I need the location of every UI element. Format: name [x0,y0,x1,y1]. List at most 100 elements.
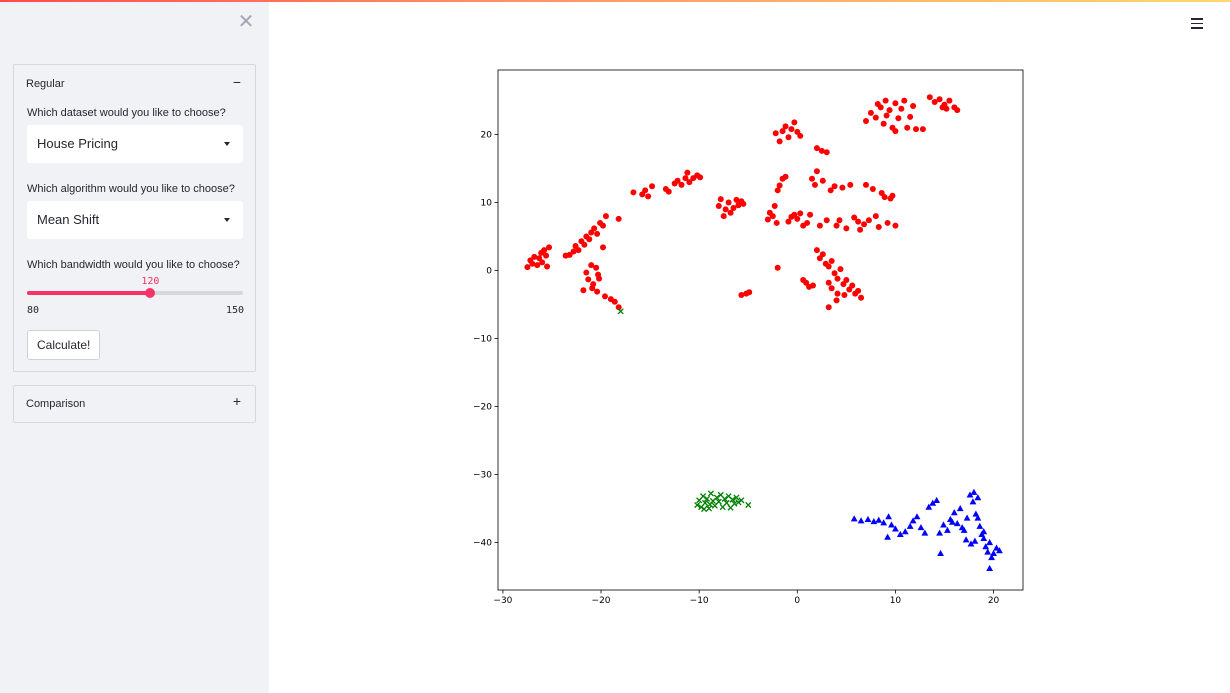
scatter-chart: −30 −20 −10 0 10 20 −40 −30 −20 −10 0 10 20 [473,69,1024,606]
data-point-circle [869,185,876,192]
data-point-triangle [921,529,929,536]
data-point-circle [843,277,850,284]
data-point-triangle [892,525,899,532]
data-point-circle [630,189,637,196]
data-point-triangle [901,528,909,535]
data-point-triangle [962,536,970,543]
data-point-circle [849,282,856,289]
data-point-circle [858,294,865,301]
data-point-circle [546,244,553,251]
data-point-circle [881,194,888,201]
data-point-circle [601,293,608,300]
data-point-triangle [933,496,941,503]
data-point-triangle [917,524,925,531]
hamburger-menu-icon[interactable] [1191,16,1203,30]
data-point-circle [880,120,887,127]
data-point-triangle [970,488,978,495]
collapse-icon[interactable]: − [232,74,241,90]
data-point-circle [843,225,850,232]
algorithm-label: Which algorithm would you like to choose… [27,183,235,195]
data-point-circle [954,107,961,114]
data-point-circle [804,219,811,226]
data-point-circle [678,181,685,188]
data-point-circle [862,117,869,124]
x-tick-label: −10 [690,596,709,606]
data-point-circle [534,262,541,269]
data-point-circle [831,270,838,277]
data-point-triangle [976,522,984,529]
data-point-triangle [906,522,914,529]
data-point-circle [575,247,582,254]
dataset-label: Which dataset would you like to choose? [27,107,226,119]
data-point-circle [813,145,820,152]
dataset-select[interactable]: House Pricing [27,125,243,163]
data-point-circle [946,97,953,104]
data-point-circle [531,253,538,260]
data-point-circle [591,225,598,232]
data-point-circle [875,224,882,231]
data-point-circle [645,193,652,200]
expander-comparison-header[interactable]: Comparison + [14,386,255,424]
data-point-circle [861,221,868,228]
data-point-circle [788,126,795,133]
data-point-circle [837,266,844,273]
data-point-circle [596,275,603,282]
data-point-circle [776,182,783,189]
data-point-triangle [966,491,974,498]
data-point-circle [727,209,734,216]
data-point-circle [586,236,593,243]
data-point-circle [722,206,729,213]
data-point-circle [588,262,595,269]
data-point-x [723,499,730,507]
data-point-triangle [969,498,977,505]
bandwidth-slider-thumb[interactable] [145,288,156,298]
data-point-circle [807,211,814,218]
y-tick-label: 20 [481,131,493,141]
data-point-circle [524,264,531,271]
data-point-circle [819,251,826,258]
plot-frame [497,69,1024,591]
data-point-circle [813,168,820,175]
data-point-circle [883,112,890,119]
data-point-circle [823,217,830,224]
data-point-triangle [885,513,892,520]
data-point-circle [839,184,846,191]
data-point-circle [769,213,776,220]
data-point-x [745,501,752,509]
data-point-circle [913,126,920,133]
data-point-circle [851,214,858,221]
data-point-circle [543,252,550,259]
data-point-circle [892,222,899,229]
expander-regular: Regular − Which dataset would you like t… [13,64,256,372]
data-point-triangle [956,505,964,512]
data-point-circle [834,275,841,282]
y-tick-label: 10 [481,199,493,209]
expand-icon[interactable]: + [232,393,241,409]
bandwidth-slider[interactable]: 120 [27,276,243,298]
data-point-triangle [986,539,994,546]
expander-regular-header[interactable]: Regular − [14,65,255,103]
data-point-circle [907,113,914,120]
data-point-circle [715,202,722,209]
data-point-triangle [948,518,956,525]
data-point-triangle [996,547,1003,554]
algorithm-select[interactable]: Mean Shift [27,201,243,239]
y-tick-label: −30 [473,470,492,480]
data-point-circle [892,128,899,135]
data-point-circle [791,119,798,126]
data-point-circle [872,114,879,121]
data-point-circle [816,222,823,229]
data-point-triangle [988,553,995,561]
data-point-circle [771,202,778,209]
data-point-circle [774,187,781,194]
data-point-circle [580,287,587,294]
calculate-button[interactable]: Calculate! [27,330,101,360]
expander-comparison: Comparison + [13,385,256,423]
close-icon[interactable]: ✕ [237,11,255,33]
data-point-circle [936,96,943,103]
data-point-circle [674,177,681,184]
data-point-triangle [850,515,858,522]
data-point-circle [589,285,596,292]
data-point-triangle [944,526,951,533]
data-point-circle [841,291,848,298]
